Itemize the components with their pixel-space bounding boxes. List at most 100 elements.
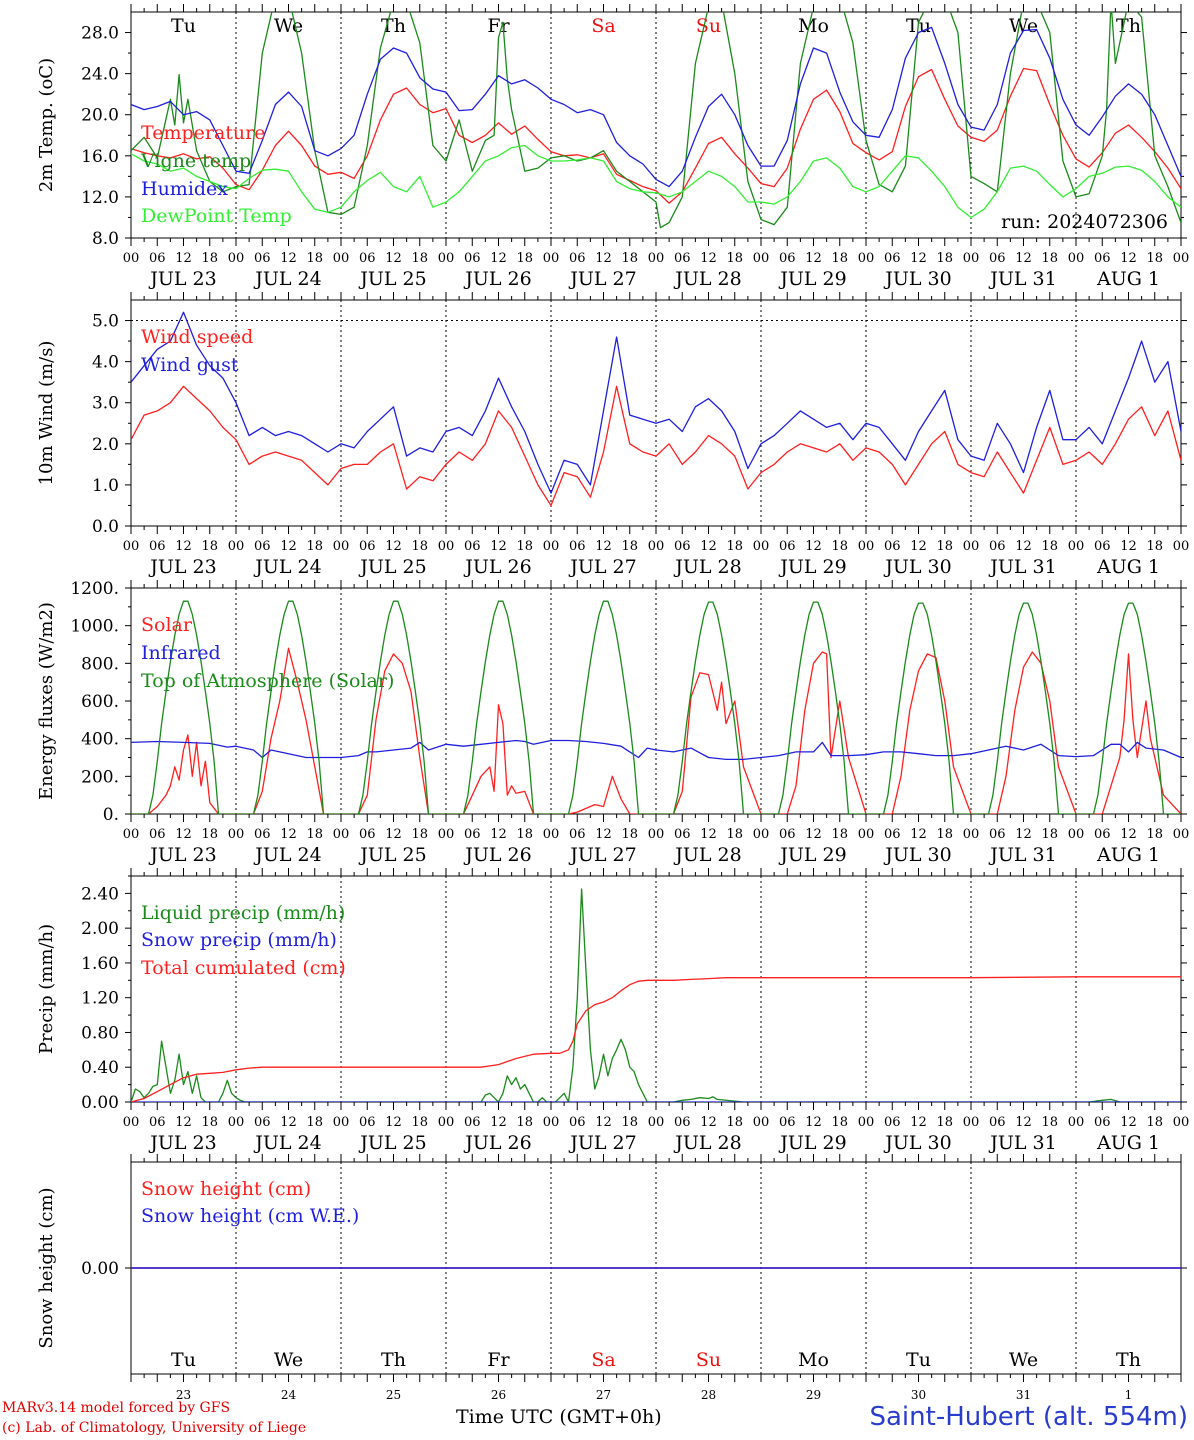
hour-tick-label: 06 bbox=[359, 539, 376, 554]
date-label: JUL 24 bbox=[253, 1132, 321, 1154]
hour-tick-label: 18 bbox=[1146, 251, 1163, 266]
y-tick-label: 2.0 bbox=[92, 435, 119, 455]
hour-tick-label: 06 bbox=[989, 1115, 1006, 1130]
hour-tick-label: 06 bbox=[569, 251, 586, 266]
hour-tick-label: 06 bbox=[1094, 539, 1111, 554]
legend-entry: Snow height (cm) bbox=[141, 1178, 311, 1200]
day-number-label: 26 bbox=[491, 1388, 506, 1402]
hour-tick-label: 12 bbox=[1120, 827, 1137, 842]
hour-tick-label: 18 bbox=[306, 1115, 323, 1130]
hour-tick-label: 12 bbox=[280, 539, 297, 554]
hour-tick-label: 06 bbox=[779, 251, 796, 266]
hour-tick-label: 06 bbox=[1094, 827, 1111, 842]
series-line-vigne-temp bbox=[131, 12, 1181, 229]
hour-tick-label: 06 bbox=[989, 251, 1006, 266]
weekday-label: We bbox=[274, 15, 303, 37]
y-tick-label: 28.0 bbox=[81, 24, 119, 44]
hour-tick-label: 00 bbox=[648, 251, 665, 266]
hour-tick-label: 18 bbox=[936, 1115, 953, 1130]
hour-tick-label: 00 bbox=[648, 1115, 665, 1130]
date-label: JUL 30 bbox=[883, 844, 951, 866]
weekday-label: Th bbox=[1116, 1349, 1141, 1371]
hour-tick-label: 06 bbox=[779, 827, 796, 842]
hour-tick-label: 00 bbox=[123, 1115, 140, 1130]
hour-tick-label: 12 bbox=[175, 251, 192, 266]
hour-tick-label: 06 bbox=[149, 539, 166, 554]
hour-tick-label: 12 bbox=[175, 1115, 192, 1130]
hour-tick-label: 06 bbox=[779, 1115, 796, 1130]
y-tick-label: 1.20 bbox=[81, 989, 119, 1009]
hour-tick-label: 12 bbox=[805, 827, 822, 842]
legend-entry: Temperature bbox=[141, 122, 265, 144]
weekday-label: Su bbox=[696, 1349, 721, 1371]
hour-tick-label: 12 bbox=[1015, 251, 1032, 266]
series-line-wind-gust bbox=[131, 311, 1181, 494]
hour-tick-label: 06 bbox=[884, 827, 901, 842]
hour-tick-label: 12 bbox=[385, 827, 402, 842]
legend-entry: DewPoint Temp bbox=[141, 205, 292, 227]
date-label: JUL 31 bbox=[988, 1132, 1056, 1154]
hour-tick-label: 00 bbox=[543, 251, 560, 266]
hour-tick-label: 18 bbox=[621, 539, 638, 554]
hour-tick-label: 12 bbox=[910, 827, 927, 842]
hour-tick-label: 00 bbox=[1068, 1115, 1085, 1130]
y-tick-label: 0.00 bbox=[81, 1093, 119, 1113]
weekday-label: We bbox=[1009, 1349, 1038, 1371]
date-label: JUL 28 bbox=[673, 844, 741, 866]
hour-tick-label: 12 bbox=[280, 827, 297, 842]
series-line-top-of-atmosphere-solar- bbox=[131, 600, 1181, 814]
hour-tick-label: 18 bbox=[201, 251, 218, 266]
y-tick-label: 1.0 bbox=[92, 476, 119, 496]
hour-tick-label: 18 bbox=[411, 539, 428, 554]
hour-tick-label: 00 bbox=[858, 251, 875, 266]
hour-tick-label: 06 bbox=[464, 251, 481, 266]
hour-tick-label: 00 bbox=[333, 1115, 350, 1130]
series-group bbox=[131, 12, 1181, 229]
y-tick-label: 24.0 bbox=[81, 65, 119, 85]
hour-tick-label: 12 bbox=[910, 539, 927, 554]
date-label: AUG 1 bbox=[1096, 844, 1160, 866]
y-axis-label: Snow height (cm) bbox=[36, 1187, 57, 1348]
legend-entry: Wind gust bbox=[141, 354, 239, 376]
y-tick-label: 0. bbox=[103, 805, 119, 825]
hour-tick-label: 00 bbox=[648, 539, 665, 554]
weekday-label: Th bbox=[381, 15, 406, 37]
hour-tick-label: 12 bbox=[1015, 827, 1032, 842]
y-tick-label: 16.0 bbox=[81, 147, 119, 167]
hour-tick-label: 00 bbox=[228, 1115, 245, 1130]
hour-tick-label: 12 bbox=[490, 827, 507, 842]
weekday-label: Sa bbox=[591, 15, 615, 37]
legend-entry: Vigne temp bbox=[140, 150, 251, 172]
hour-tick-label: 18 bbox=[1146, 539, 1163, 554]
hour-tick-label: 00 bbox=[753, 251, 770, 266]
hour-tick-label: 18 bbox=[516, 251, 533, 266]
hour-tick-label: 12 bbox=[595, 1115, 612, 1130]
date-label: JUL 27 bbox=[568, 268, 636, 290]
hour-tick-label: 00 bbox=[1173, 827, 1190, 842]
weekday-label: Su bbox=[696, 15, 721, 37]
weekday-label: Th bbox=[381, 1349, 406, 1371]
hour-tick-label: 06 bbox=[254, 827, 271, 842]
hour-tick-label: 18 bbox=[306, 251, 323, 266]
hour-tick-label: 12 bbox=[490, 251, 507, 266]
hour-tick-label: 00 bbox=[438, 539, 455, 554]
day-number-label: 31 bbox=[1016, 1388, 1031, 1402]
hour-tick-label: 06 bbox=[884, 1115, 901, 1130]
legend-entry: Humidex bbox=[141, 178, 228, 200]
series-line-wind-speed bbox=[131, 385, 1181, 507]
hour-tick-label: 12 bbox=[700, 539, 717, 554]
hour-tick-label: 18 bbox=[411, 827, 428, 842]
date-label: AUG 1 bbox=[1096, 268, 1160, 290]
hour-tick-label: 00 bbox=[333, 539, 350, 554]
hour-tick-label: 00 bbox=[963, 1115, 980, 1130]
hour-tick-label: 18 bbox=[306, 539, 323, 554]
snow-panel: 0.00 Snow height (cm) Tu We Th Fr Sa Su Mo Tu We Th… bbox=[36, 1154, 1187, 1402]
hour-tick-label: 12 bbox=[700, 251, 717, 266]
y-tick-label: 0.80 bbox=[81, 1023, 119, 1043]
lab-credit: (c) Lab. of Climatology, University of L… bbox=[2, 1420, 307, 1436]
date-label: JUL 31 bbox=[988, 268, 1056, 290]
y-tick-label: 600. bbox=[81, 692, 119, 712]
hour-tick-label: 00 bbox=[333, 827, 350, 842]
hour-tick-label: 06 bbox=[464, 1115, 481, 1130]
y-tick-label: 0.00 bbox=[81, 1259, 119, 1279]
